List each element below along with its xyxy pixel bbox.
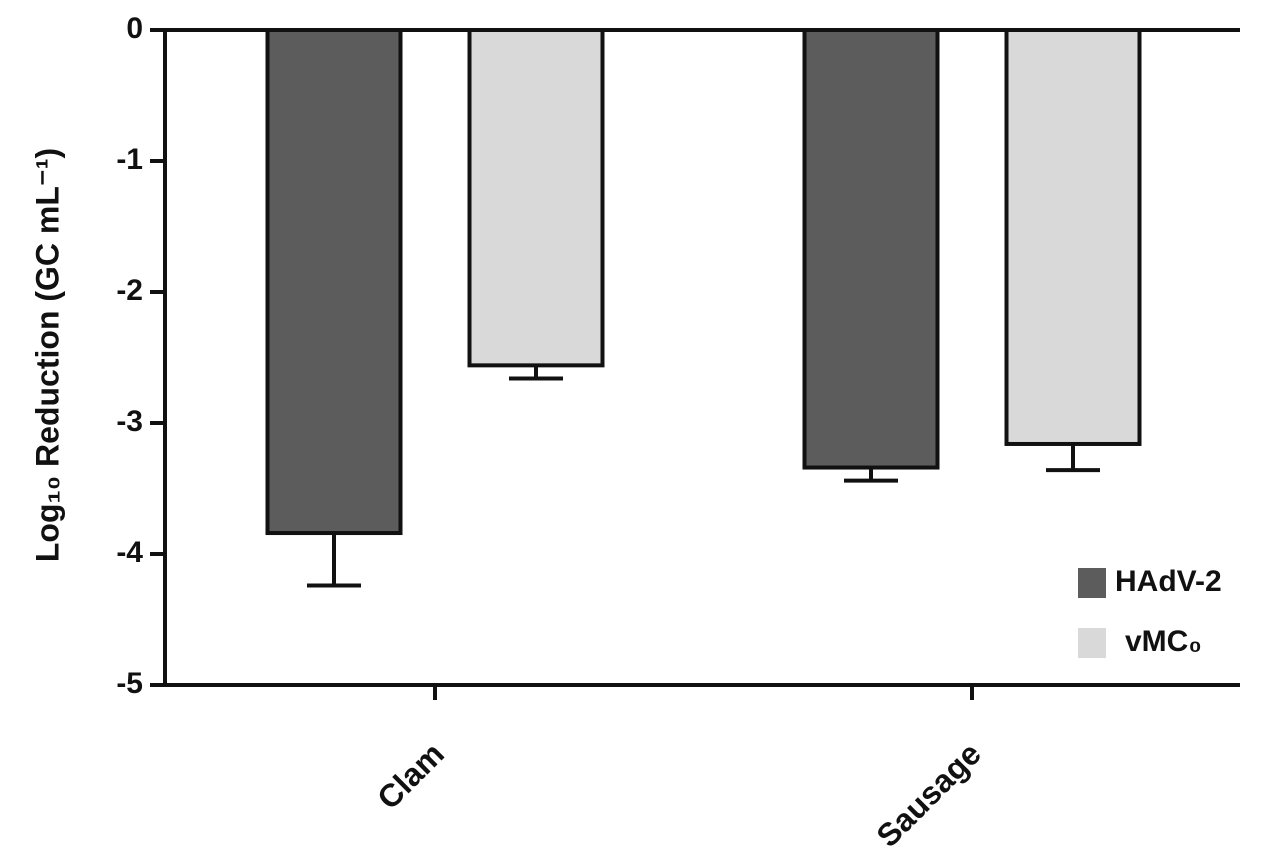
bar	[802, 28, 940, 470]
y-tick-label: -2	[116, 274, 143, 307]
x-tick-label: Sausage	[869, 735, 988, 854]
legend-swatch	[1078, 568, 1106, 598]
bar	[467, 28, 605, 368]
legend-label: HAdV-2	[1115, 565, 1222, 598]
y-tick-label: -3	[116, 405, 143, 438]
y-axis-label: Log₁₀ Reduction (GC mL⁻¹)	[29, 148, 65, 562]
legend-label: vMC₀	[1125, 625, 1202, 658]
y-tick-label: -5	[116, 667, 143, 700]
bar	[265, 28, 403, 536]
x-tick-label: Clam	[370, 735, 451, 816]
bar	[1004, 28, 1142, 446]
legend-swatch	[1078, 628, 1106, 658]
y-tick-label: -1	[116, 143, 143, 176]
y-tick-label: -4	[116, 536, 143, 569]
y-tick-label: 0	[126, 12, 143, 45]
